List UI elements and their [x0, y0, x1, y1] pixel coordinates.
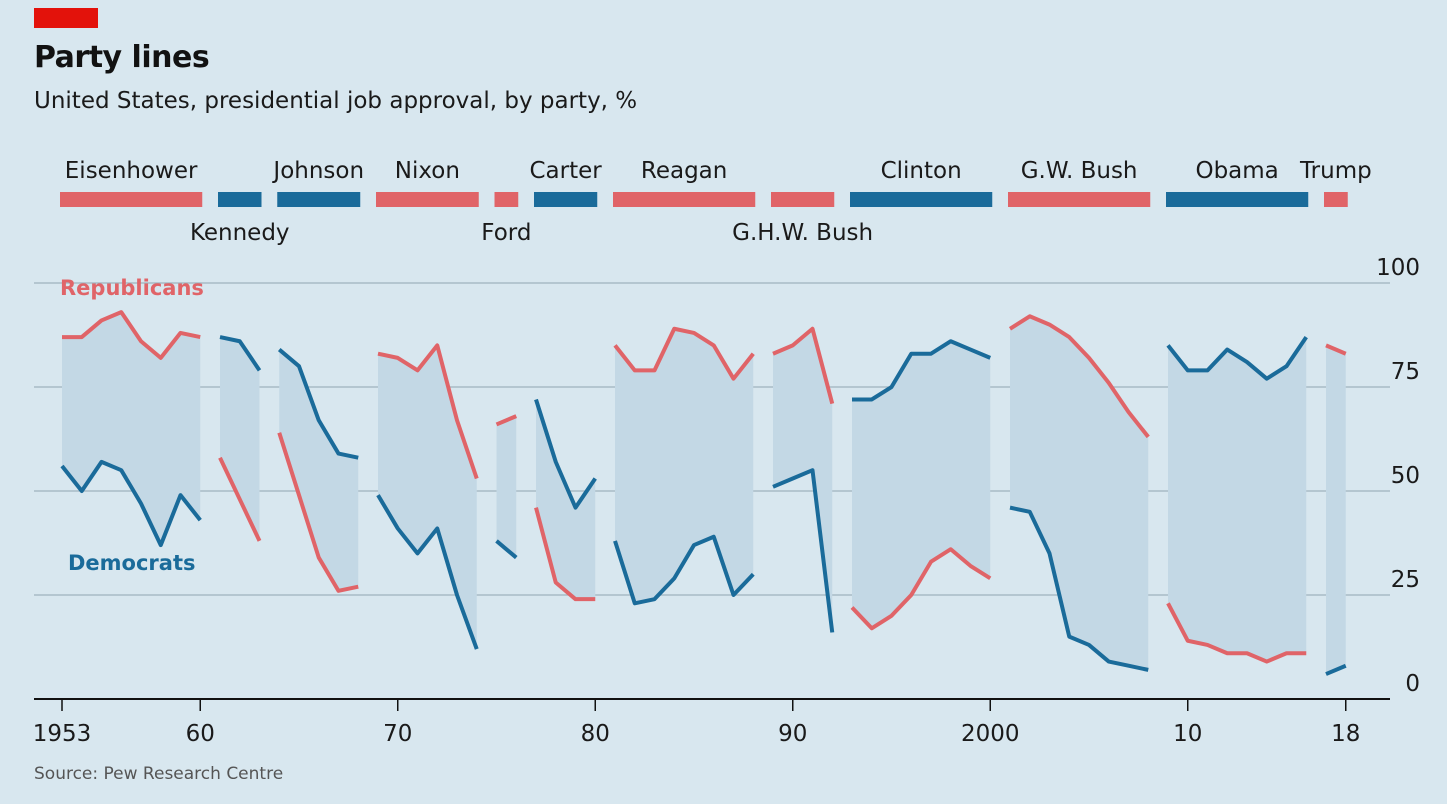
republican-line-obama — [1166, 602, 1307, 664]
x-tick-label: 2000 — [961, 721, 1020, 747]
band-trump — [1326, 345, 1346, 675]
band-johnson — [279, 349, 359, 591]
term-bar-trump — [1324, 192, 1348, 207]
brand-tag — [34, 8, 98, 28]
president-label: Trump — [1299, 158, 1372, 184]
republican-line-carter — [534, 507, 596, 602]
x-tick-label: 60 — [186, 721, 215, 747]
democrat-line-johnson — [277, 348, 359, 460]
democrat-line-clinton — [852, 339, 992, 402]
president-label: Reagan — [641, 158, 727, 184]
y-tick-label: 25 — [1391, 567, 1420, 593]
president-label: Eisenhower — [65, 158, 198, 184]
chart-subtitle: United States, presidential job approval… — [34, 88, 638, 114]
y-tick-label: 50 — [1391, 463, 1420, 489]
president-label: Nixon — [395, 158, 460, 184]
band-eisenhower — [62, 312, 201, 546]
president-label: Carter — [530, 158, 603, 184]
republican-line-nixon — [377, 343, 479, 480]
legend-democrats: Democrats — [68, 551, 196, 575]
y-tick-label: 75 — [1391, 359, 1420, 385]
band-obama — [1168, 337, 1307, 662]
president-label: G.H.W. Bush — [732, 220, 873, 246]
term-bar-clinton — [850, 192, 993, 207]
democrat-line-carter — [534, 398, 597, 510]
republican-line-g-h-w-bush — [772, 326, 835, 405]
democrat-line-eisenhower — [60, 459, 202, 548]
democrat-line-reagan — [613, 534, 755, 606]
y-tick-label: 100 — [1376, 255, 1420, 281]
democrat-line-g-w-bush — [1009, 505, 1149, 672]
democrat-line-nixon — [376, 494, 479, 650]
band-g-w-bush — [1010, 316, 1149, 670]
president-label: G.W. Bush — [1021, 158, 1138, 184]
term-bar-carter — [534, 192, 598, 207]
democrat-line-g-h-w-bush — [772, 468, 835, 633]
x-tick-label: 80 — [581, 721, 610, 747]
band-reagan — [615, 328, 754, 604]
term-bar-eisenhower — [60, 192, 203, 207]
series-lines — [60, 310, 1347, 676]
republican-line-clinton — [850, 547, 992, 631]
democrat-line-ford — [495, 539, 518, 560]
democrat-line-trump — [1325, 663, 1347, 676]
x-tick-label: 10 — [1173, 721, 1202, 747]
president-label: Clinton — [881, 158, 962, 184]
term-bar-g-h-w-bush — [771, 192, 835, 207]
y-tick-label: 0 — [1405, 671, 1420, 697]
republican-line-g-w-bush — [1008, 314, 1150, 439]
president-label: Obama — [1195, 158, 1278, 184]
term-bar-nixon — [376, 192, 479, 207]
chart-title: Party lines — [34, 40, 210, 75]
x-tick-label: 1953 — [33, 721, 92, 747]
band-kennedy — [220, 337, 260, 541]
president-label: Johnson — [271, 158, 364, 184]
republican-line-johnson — [277, 432, 359, 593]
president-label: Ford — [481, 220, 531, 246]
term-bar-obama — [1166, 192, 1309, 207]
x-tick-label: 70 — [383, 721, 412, 747]
president-label: Kennedy — [190, 220, 290, 246]
republican-line-kennedy — [218, 456, 262, 542]
term-bar-g-w-bush — [1008, 192, 1151, 207]
x-tick-label: 90 — [778, 721, 807, 747]
democrat-line-obama — [1166, 335, 1308, 381]
source-note: Source: Pew Research Centre — [34, 764, 284, 784]
band-g-h-w-bush — [773, 328, 833, 633]
band-clinton — [852, 341, 991, 629]
term-bar-ford — [494, 192, 519, 207]
republican-line-reagan — [613, 326, 755, 381]
term-bar-johnson — [277, 192, 361, 207]
president-bars: Eisenhower Kennedy Johnson Nixon Ford Carter R… — [60, 158, 1372, 246]
democrat-line-kennedy — [219, 335, 262, 372]
term-bar-reagan — [613, 192, 756, 207]
republican-line-ford — [495, 414, 518, 427]
legend-republicans: Republicans — [60, 276, 204, 300]
republican-line-trump — [1325, 343, 1347, 356]
republican-line-eisenhower — [62, 310, 201, 360]
term-bar-kennedy — [218, 192, 262, 207]
x-tick-label: 18 — [1331, 721, 1360, 747]
axes: 1953 60 70 80 90 2000 10 18 — [33, 698, 1390, 747]
band-ford — [496, 416, 517, 558]
